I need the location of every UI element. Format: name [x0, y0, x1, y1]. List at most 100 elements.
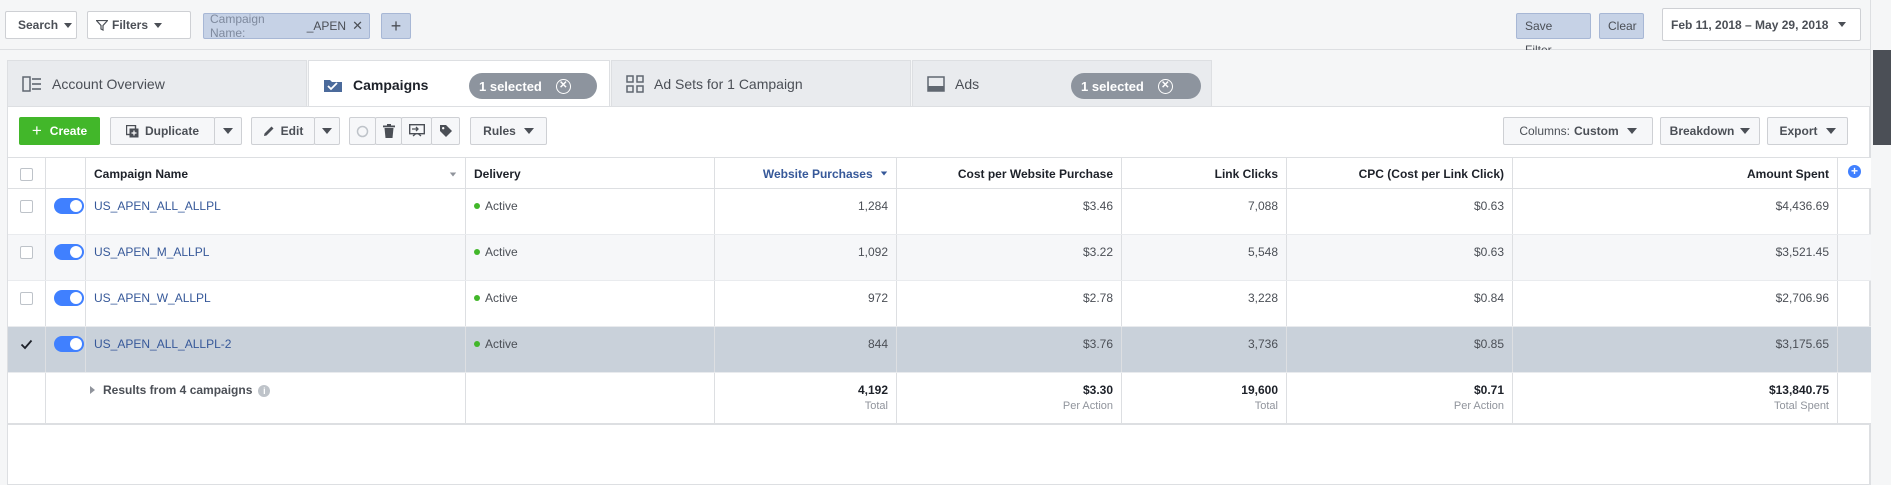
header-label: Cost per Website Purchase — [957, 167, 1113, 181]
header-label: Link Clicks — [1214, 167, 1278, 181]
chevron-down-icon — [154, 22, 163, 28]
refresh-button[interactable] — [349, 117, 376, 145]
selected-count-pill[interactable]: 1 selected ✕ — [1071, 73, 1201, 99]
select-all-cell — [8, 158, 46, 188]
header-amount-spent[interactable]: Amount Spent — [1513, 158, 1838, 188]
create-button[interactable]: + Create — [19, 117, 100, 145]
campaign-name-cell: US_APEN_ALL_ALLPL — [86, 189, 466, 234]
export-label: Export — [1779, 124, 1818, 138]
active-status-dot — [474, 249, 480, 255]
ab-test-button[interactable] — [401, 117, 432, 145]
campaign-toggle[interactable] — [54, 198, 84, 214]
campaign-toggle[interactable] — [54, 244, 84, 260]
ab-test-icon — [408, 124, 425, 137]
clear-button[interactable]: Clear — [1599, 13, 1644, 39]
table-row[interactable]: US_APEN_ALL_ALLPL Active 1,284 $3.46 7,0… — [8, 189, 1871, 235]
campaign-name-link[interactable]: US_APEN_W_ALLPL — [94, 291, 211, 305]
export-button[interactable]: Export — [1767, 117, 1848, 145]
empty-cell — [1838, 281, 1871, 326]
pencil-icon — [263, 125, 275, 137]
chip-label: Campaign Name: — [210, 12, 265, 40]
campaign-name-link[interactable]: US_APEN_ALL_ALLPL — [94, 199, 221, 213]
cost-per-cell: $3.22 — [897, 235, 1122, 280]
edit-button[interactable]: Edit — [251, 117, 315, 145]
campaign-toggle[interactable] — [54, 336, 84, 352]
total-sublabel: Per Action — [1062, 400, 1113, 412]
campaign-toggle[interactable] — [54, 290, 84, 306]
date-range-picker[interactable]: Feb 11, 2018 – May 29, 2018 — [1662, 8, 1861, 41]
header-cost-per-purchase[interactable]: Cost per Website Purchase — [897, 158, 1122, 188]
campaign-name-link[interactable]: US_APEN_ALL_ALLPL-2 — [94, 337, 232, 351]
cpc-cell: $0.63 — [1287, 189, 1513, 234]
row-select-cell — [8, 235, 46, 280]
row-checkbox-checked[interactable] — [20, 338, 33, 351]
chevron-down-icon — [1825, 128, 1836, 134]
duplicate-dropdown[interactable] — [214, 117, 242, 145]
delivery-status: Active — [485, 245, 518, 259]
toggle-cell — [46, 189, 86, 234]
tag-button[interactable] — [431, 117, 460, 145]
save-filter-button[interactable]: Save Filter — [1516, 13, 1591, 57]
empty-cell — [8, 373, 46, 423]
selected-count: 1 selected — [1081, 78, 1144, 94]
rules-button[interactable]: Rules — [470, 117, 547, 145]
row-checkbox[interactable] — [20, 246, 33, 259]
table-row-selected[interactable]: US_APEN_ALL_ALLPL-2 Active 844 $3.76 3,7… — [8, 327, 1871, 373]
cost-per-cell: $3.46 — [897, 189, 1122, 234]
tab-ad-sets[interactable]: Ad Sets for 1 Campaign — [611, 60, 911, 107]
filters-button[interactable]: Filters — [87, 11, 191, 39]
refresh-icon — [356, 125, 369, 137]
link-clicks-cell: 3,736 — [1122, 327, 1287, 372]
header-link-clicks[interactable]: Link Clicks — [1122, 158, 1287, 188]
tab-ads[interactable]: Ads 1 selected ✕ — [912, 60, 1212, 107]
columns-button[interactable]: Columns: Custom — [1503, 117, 1653, 145]
cost-per-cell: $2.78 — [897, 281, 1122, 326]
table-row[interactable]: US_APEN_M_ALLPL Active 1,092 $3.22 5,548… — [8, 235, 1871, 281]
table-row[interactable]: US_APEN_W_ALLPL Active 972 $2.78 3,228 $… — [8, 281, 1871, 327]
total-sublabel: Total Spent — [1773, 400, 1829, 412]
add-column-cell: + — [1838, 158, 1871, 188]
total-purchases-cell: 4,192 Total — [715, 373, 897, 423]
search-button[interactable]: Search — [5, 11, 77, 39]
header-delivery[interactable]: Delivery — [466, 158, 715, 188]
campaign-name-filter-chip[interactable]: Campaign Name: _APEN ✕ — [203, 12, 370, 40]
purchases-cell: 844 — [715, 327, 897, 372]
info-icon[interactable]: i — [258, 385, 271, 397]
expand-triangle-icon[interactable] — [90, 386, 95, 394]
delete-button[interactable] — [375, 117, 402, 145]
select-all-checkbox[interactable] — [20, 168, 33, 181]
tab-account-overview[interactable]: Account Overview — [7, 60, 307, 107]
edit-dropdown[interactable] — [314, 117, 340, 145]
row-checkbox[interactable] — [20, 292, 33, 305]
checkmark-icon — [20, 339, 33, 350]
account-overview-icon — [22, 76, 42, 92]
results-summary-cell[interactable]: Results from 4 campaigns i — [86, 373, 466, 423]
add-filter-button[interactable]: + — [381, 13, 411, 39]
row-checkbox[interactable] — [20, 200, 33, 213]
breakdown-label: Breakdown — [1669, 124, 1735, 138]
breakdown-button[interactable]: Breakdown — [1660, 117, 1760, 145]
trash-icon — [382, 124, 395, 138]
date-range-label: Feb 11, 2018 – May 29, 2018 — [1671, 17, 1829, 32]
amount-spent-cell: $3,175.65 — [1513, 327, 1838, 372]
empty-cell — [1838, 235, 1871, 280]
header-campaign-name[interactable]: Campaign Name — [86, 158, 466, 188]
link-clicks-cell: 5,548 — [1122, 235, 1287, 280]
add-column-icon[interactable]: + — [1848, 165, 1861, 178]
header-website-purchases[interactable]: Website Purchases — [715, 158, 897, 188]
close-icon[interactable]: ✕ — [555, 78, 571, 94]
total-cost-per-cell: $3.30 Per Action — [897, 373, 1122, 423]
close-icon[interactable]: ✕ — [1157, 78, 1173, 94]
campaign-name-link[interactable]: US_APEN_M_ALLPL — [94, 245, 210, 259]
header-cpc[interactable]: CPC (Cost per Link Click) — [1287, 158, 1513, 188]
active-status-dot — [474, 295, 480, 301]
tab-campaigns[interactable]: Campaigns 1 selected ✕ — [308, 60, 610, 108]
header-label: CPC (Cost per Link Click) — [1358, 167, 1504, 181]
total-value: $3.30 — [1082, 383, 1113, 397]
close-icon[interactable]: ✕ — [352, 18, 363, 33]
total-value: $13,840.75 — [1768, 383, 1829, 397]
duplicate-button[interactable]: Duplicate — [110, 117, 215, 145]
selected-count-pill[interactable]: 1 selected ✕ — [469, 73, 597, 99]
campaign-name-cell: US_APEN_M_ALLPL — [86, 235, 466, 280]
total-link-clicks-cell: 19,600 Total — [1122, 373, 1287, 423]
